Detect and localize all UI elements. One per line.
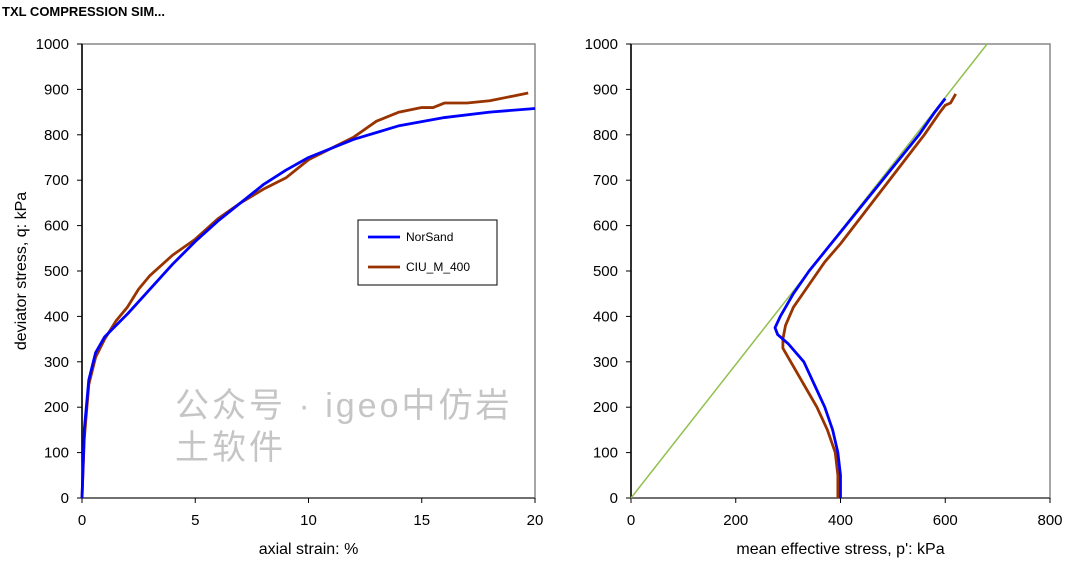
x-tick-label: 0: [78, 512, 86, 529]
y-tick-label: 300: [593, 354, 618, 371]
window-title: TXL COMPRESSION SIM...: [2, 4, 166, 19]
y-tick-label: 500: [44, 263, 69, 280]
y-tick-label: 500: [593, 263, 618, 280]
y-tick-label: 400: [593, 308, 618, 325]
x-tick-label: 600: [933, 512, 958, 529]
plot-frame-1: [630, 43, 1051, 499]
y-tick-label: 600: [593, 218, 618, 235]
y-tick-label: 800: [44, 127, 69, 144]
series-ciu-m-400: [781, 93, 957, 498]
legend-box: [357, 219, 498, 286]
y-tick-label: 200: [44, 399, 69, 416]
y-tick-label: 900: [44, 81, 69, 98]
watermark: 公众号 · igeo中仿岩土软件: [175, 387, 513, 467]
x-tick-label: 0: [627, 512, 635, 529]
y-tick-label: 400: [44, 308, 69, 325]
y-tick-label: 300: [44, 354, 69, 371]
y-tick-label: 900: [593, 81, 618, 98]
legend-label: NorSand: [406, 230, 453, 244]
y-tick-label: 200: [593, 399, 618, 416]
y-tick-label: 0: [610, 490, 618, 507]
y-tick-label: 700: [44, 172, 69, 189]
y-tick-label: 100: [44, 445, 69, 462]
x-tick-label: 800: [1037, 512, 1062, 529]
y-tick-label: 700: [593, 172, 618, 189]
x-tick-label: 400: [828, 512, 853, 529]
y-tick-label: 100: [593, 445, 618, 462]
y-tick-label: 0: [61, 490, 69, 507]
y-axis-label: deviator stress, q: kPa: [13, 192, 30, 350]
x-axis-label: mean effective stress, p': kPa: [736, 541, 944, 558]
legend-label: CIU_M_400: [406, 260, 470, 274]
y-tick-label: 1000: [36, 36, 69, 53]
x-tick-label: 10: [300, 512, 317, 529]
x-tick-label: 200: [723, 512, 748, 529]
y-tick-label: 1000: [585, 36, 618, 53]
y-tick-label: 600: [44, 218, 69, 235]
x-tick-label: 5: [191, 512, 199, 529]
x-tick-label: 15: [413, 512, 430, 529]
series-norsand: [773, 97, 947, 498]
x-axis-label: axial strain: %: [259, 541, 359, 558]
y-tick-label: 800: [593, 127, 618, 144]
x-tick-label: 20: [527, 512, 544, 529]
series-norsand: [80, 107, 536, 499]
